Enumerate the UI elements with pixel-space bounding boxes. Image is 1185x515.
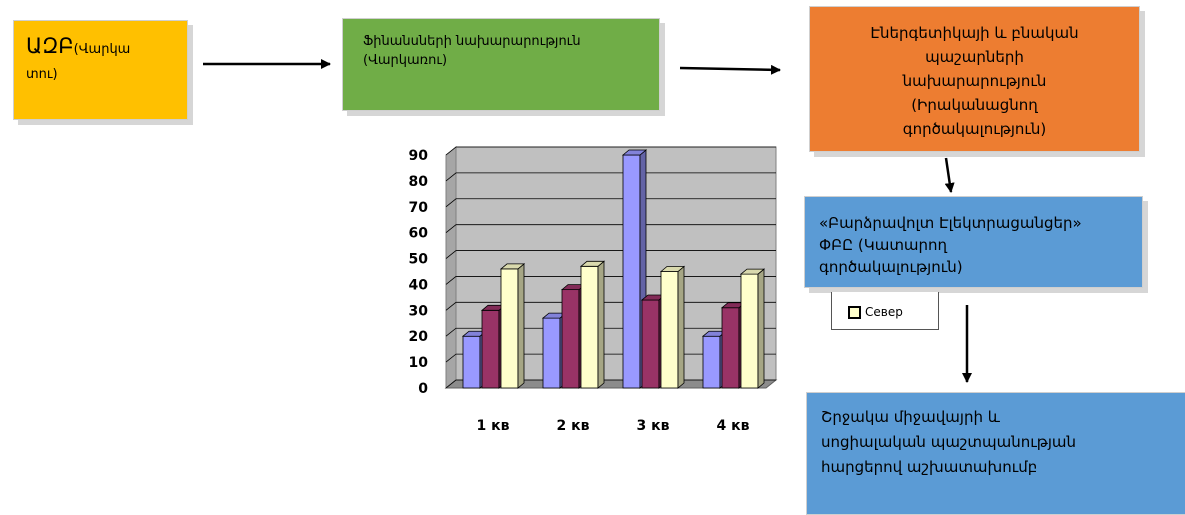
gridline	[445, 250, 776, 259]
finance-line2: (Վարկառու)	[363, 52, 448, 68]
y-tick-label: 90	[409, 148, 429, 164]
finance-line1: Ֆինանսների նախարարություն	[363, 34, 581, 49]
y-tick-label: 50	[409, 252, 429, 268]
epc-line1: «Բարձրավոլտ Էլեկտրացանցեր»	[819, 214, 1082, 232]
finance-ministry-box: Ֆինանսների նախարարություն (Վարկառու)	[342, 18, 660, 111]
energy-line1: Էներգետիկայի և բնական	[870, 24, 1079, 42]
x-tick-label: 4 кв	[717, 418, 750, 434]
adb-title: ԱԶԲ	[26, 34, 74, 58]
epc-line3: գործակալություն)	[819, 257, 963, 276]
y-tick-label: 60	[409, 226, 429, 242]
x-tick-label: 2 кв	[557, 418, 590, 434]
group-line1: Շրջակա միջավայրի և	[821, 408, 1000, 426]
energy-line3: նախարարություն	[902, 72, 1047, 90]
adb-subtitle-line1: (Վարկա	[73, 42, 131, 57]
gridline	[445, 172, 776, 182]
epc-line2: ՓԲԸ (Կատարող	[819, 235, 948, 254]
chart-legend: Север	[831, 292, 939, 330]
group-line3: հարցերով աշխատախումբ	[821, 457, 1038, 476]
gridline	[445, 198, 776, 208]
y-tick-label: 0	[418, 381, 428, 397]
bar	[579, 260, 606, 389]
y-tick-label: 10	[409, 355, 429, 371]
arrow-energy-to-epc	[944, 157, 955, 193]
energy-line5: գործակալություն)	[902, 120, 1047, 138]
y-tick-label: 40	[409, 277, 429, 293]
bar	[659, 265, 686, 389]
gridline	[445, 224, 776, 233]
arrow-finance-to-energy	[679, 64, 781, 75]
energy-line2: պաշարների	[925, 48, 1024, 66]
y-tick-label: 20	[409, 329, 429, 345]
y-tick-label: 80	[409, 174, 429, 190]
energy-ministry-box: Էներգետիկայի և բնական պաշարների նախարարո…	[809, 6, 1140, 152]
energy-line4: (Իրականացնող	[911, 96, 1038, 114]
x-tick-label: 3 кв	[637, 418, 670, 434]
y-tick-label: 30	[409, 303, 429, 319]
epc-company-box: «Բարձրավոլտ Էլեկտրացանցեր» ՓԲԸ (Կատարող …	[804, 196, 1143, 288]
bar	[739, 268, 766, 389]
bar	[499, 263, 526, 389]
y-tick-label: 70	[409, 200, 429, 216]
gridline	[445, 146, 776, 156]
x-tick-label: 1 кв	[477, 418, 510, 434]
adb-subtitle-line2: տու)	[26, 67, 58, 83]
legend-swatch	[848, 305, 861, 319]
adb-box: ԱԶԲ(Վարկա տու)	[13, 20, 188, 120]
working-group-box: Շրջակա միջավայրի և սոցիալական պաշտպանութ…	[806, 392, 1185, 515]
group-line2: սոցիալական պաշտպանության	[821, 432, 1077, 451]
legend-label: Север	[865, 305, 903, 319]
